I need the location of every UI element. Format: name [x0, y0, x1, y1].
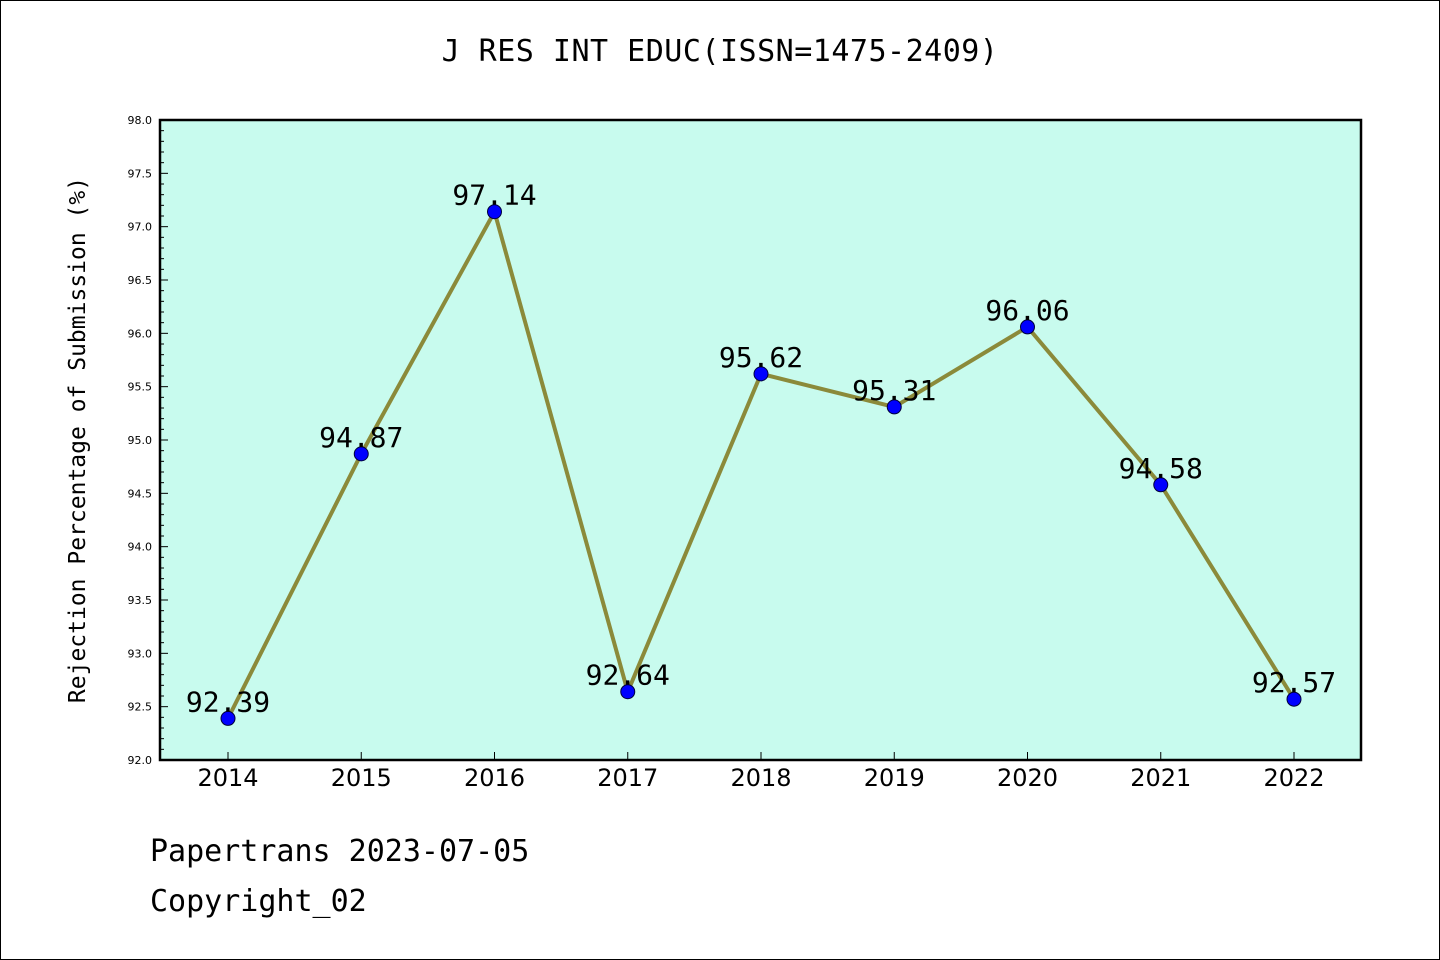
chart-title: J RES INT EDUC(ISSN=1475-2409)	[441, 34, 999, 69]
data-point	[886, 399, 902, 415]
y-tick-label: 96.0	[128, 327, 153, 340]
data-label: 92.39	[186, 685, 270, 718]
data-point	[753, 366, 769, 382]
x-tick-label: 2022	[1263, 764, 1324, 792]
y-tick-label: 96.5	[128, 274, 153, 287]
data-labels: 92.39 94.87 97.14 92.64 95.62 95.31 96.06 94.58…	[186, 179, 1336, 719]
y-tick-label: 97.0	[128, 221, 153, 234]
data-label: 95.62	[719, 341, 803, 374]
y-tick-label: 92.5	[128, 701, 153, 714]
data-label: 97.14	[452, 179, 536, 212]
plot-border	[158, 118, 1363, 762]
x-tick-label: 2017	[597, 764, 658, 792]
x-axis: 2014 2015 2016 2017 2018 2019 2020 2021 2022	[197, 752, 1325, 792]
plot-area	[160, 120, 1361, 760]
data-point	[620, 684, 636, 700]
footer-date: Papertrans 2023-07-05	[150, 834, 530, 869]
x-tick-label: 2014	[197, 764, 258, 792]
footer-copyright: Copyright_02	[150, 884, 367, 919]
y-tick-label: 95.0	[128, 434, 153, 447]
y-tick-label: 94.5	[128, 487, 153, 500]
data-point	[353, 446, 369, 462]
x-tick-label: 2020	[997, 764, 1058, 792]
x-tick-label: 2016	[464, 764, 525, 792]
y-axis: 92.0 92.5 93.0 93.5 94.0 94.5 95.0 95.5 96.0 96.5…	[128, 114, 168, 767]
data-label: 94.58	[1119, 452, 1203, 485]
x-tick-label: 2019	[864, 764, 925, 792]
y-tick-label: 92.0	[128, 754, 153, 767]
y-tick-label: 97.5	[128, 167, 153, 180]
y-axis-label: Rejection Percentage of Submission (%)	[65, 177, 91, 703]
x-tick-label: 2018	[730, 764, 791, 792]
x-tick-label: 2021	[1130, 764, 1191, 792]
data-label: 92.64	[586, 659, 670, 692]
data-label: 96.06	[985, 294, 1069, 327]
x-tick-label: 2015	[331, 764, 392, 792]
series-layer	[220, 204, 1302, 726]
data-label: 94.87	[319, 421, 403, 454]
data-point	[220, 710, 236, 726]
y-tick-label: 98.0	[128, 114, 153, 127]
data-point	[1153, 477, 1169, 493]
data-label: 92.57	[1252, 666, 1336, 699]
y-tick-label: 93.5	[128, 594, 153, 607]
data-label: 95.31	[852, 374, 936, 407]
data-point	[1020, 319, 1035, 335]
y-tick-label: 95.5	[128, 381, 153, 394]
data-point	[487, 204, 502, 220]
y-tick-label: 94.0	[128, 541, 153, 554]
data-point	[1286, 691, 1302, 707]
y-tick-label: 93.0	[128, 647, 153, 660]
